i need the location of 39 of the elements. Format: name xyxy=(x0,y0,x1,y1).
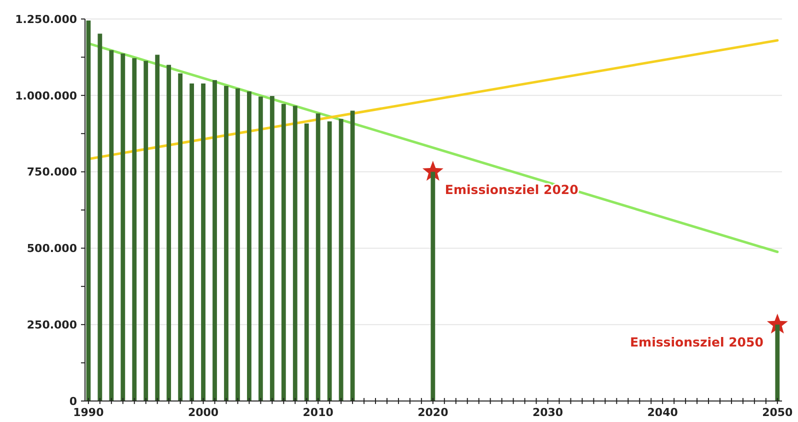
bar xyxy=(166,64,172,401)
x-tick-label: 2020 xyxy=(418,406,449,419)
bar xyxy=(98,34,102,401)
bar xyxy=(338,118,344,401)
bar xyxy=(155,54,160,401)
y-tick-label: 1.250.000 xyxy=(15,12,78,26)
bar xyxy=(120,54,126,401)
x-tick-label: 1990 xyxy=(73,406,104,419)
x-tick-label: 2000 xyxy=(188,406,219,419)
x-tick-label: 2010 xyxy=(302,406,334,419)
x-tick-label: 2040 xyxy=(647,406,678,419)
bar xyxy=(190,83,194,401)
y-tick-label: 750.000 xyxy=(26,166,78,179)
annotation: Emissionsziel 2050 xyxy=(630,334,764,350)
bar xyxy=(109,50,114,401)
bar xyxy=(178,73,183,401)
bar xyxy=(144,60,148,401)
bar xyxy=(224,86,228,401)
bar xyxy=(258,96,263,401)
bar xyxy=(350,110,355,401)
bar xyxy=(430,172,436,401)
bar xyxy=(212,80,217,401)
y-tick-label: 500.000 xyxy=(26,242,78,256)
bar xyxy=(132,58,137,401)
bar xyxy=(304,124,309,401)
bar xyxy=(201,83,206,401)
bar xyxy=(247,91,252,401)
y-tick-label: 1.000.000 xyxy=(15,89,78,102)
bar xyxy=(327,121,332,401)
y-tick-label: 250.000 xyxy=(26,318,78,332)
y-tick-label: 0 xyxy=(69,394,78,408)
x-tick-label: 2050 xyxy=(762,406,794,419)
bar xyxy=(281,104,286,401)
bar xyxy=(775,324,780,401)
bar xyxy=(270,96,274,401)
x-tick-label: 2030 xyxy=(532,406,564,419)
bar xyxy=(292,106,298,401)
bar xyxy=(236,88,240,401)
bar xyxy=(316,113,320,401)
